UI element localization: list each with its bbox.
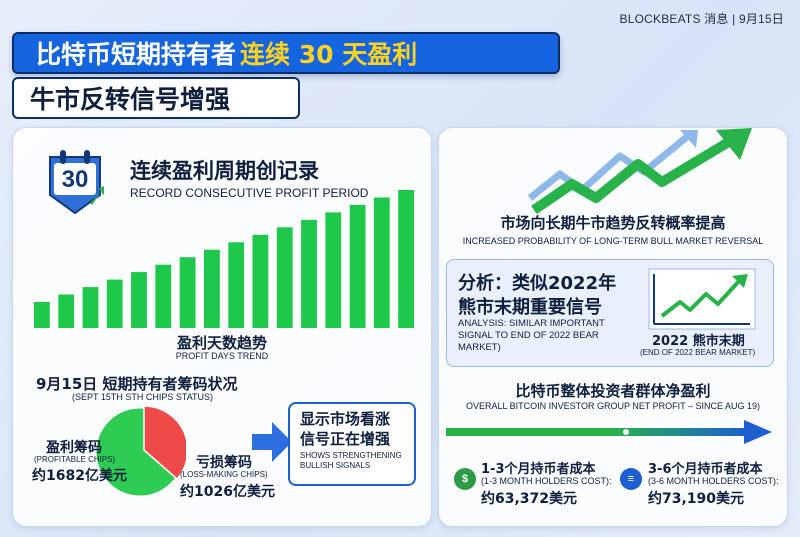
holders-1-3-label: 1-3个月持币者成本	[481, 462, 596, 477]
profit-day-bar	[204, 249, 220, 328]
record-subtitle: RECORD CONSECUTIVE PROFIT PERIOD	[130, 186, 369, 200]
trend-title: 盈利天数趋势	[176, 334, 267, 352]
bear-market-chart-icon	[648, 268, 756, 330]
record-title: 连续盈利周期创记录	[130, 159, 319, 183]
bull-reversal-subtitle: INCREASED PROBABILITY OF LONG-TERM BULL …	[462, 236, 764, 246]
bull-trend-arrow-icon	[527, 128, 752, 215]
profit-chips-value: 约1682亿美元	[32, 468, 127, 484]
loss-chips-label: 亏损筹码	[196, 455, 252, 471]
bear-market-label-en: (END OF 2022 BEAR MARKET)	[640, 348, 756, 357]
profit-day-bar	[252, 234, 269, 328]
trend-subtitle: PROFIT DAYS TREND	[175, 351, 269, 361]
holders-1-3-value: 约63,372美元	[481, 491, 578, 507]
holders-1-3-label-en: (1-3 MONTH HOLDERS COST):	[481, 476, 612, 486]
analysis-title-line2: 熊市末期重要信号	[458, 297, 602, 318]
holders-3-6-label: 3-6个月持币者成本	[648, 462, 763, 477]
calendar-icon	[46, 145, 106, 217]
chips-title: 9月15日 短期持有者筹码状况	[36, 375, 238, 393]
holders-3-6-value: 约73,190美元	[648, 491, 745, 507]
signal-text: 显示市场看涨信号正在增强	[300, 410, 391, 448]
loss-chips-label-en: (LOSS-MAKING CHIPS)	[180, 470, 268, 479]
profit-day-bar	[373, 197, 390, 328]
bear-market-label: 2022 熊市末期	[652, 334, 745, 349]
profit-days-bar-chart	[34, 190, 414, 328]
main-title-text: 比特币短期持有者	[36, 40, 237, 69]
subtitle: 牛市反转信号增强	[12, 77, 300, 119]
profit-day-bar	[155, 264, 172, 328]
pie-loss-slice	[143, 406, 186, 481]
bullish-signal-box: 显示市场看涨信号正在增强 SHOWS STRENGTHENING BULLISH…	[288, 402, 416, 486]
profit-chips-label-en: (PROFITABLE CHIPS)	[34, 455, 116, 464]
bull-reversal-title: 市场向长期牛市趋势反转概率提高	[500, 214, 726, 232]
right-arrow-icon	[252, 422, 292, 462]
profit-day-bar	[58, 294, 75, 328]
analysis-title: 分析：类似2022年 熊市末期重要信号	[458, 272, 616, 320]
profit-day-bar	[82, 287, 99, 328]
overall-profit-title: 比特币整体投资者群体净盈利	[515, 382, 711, 400]
calendar-number: 30	[61, 166, 89, 193]
analysis-text: ANALYSIS: SIMILAR IMPORTANT SIGNAL TO EN…	[458, 318, 605, 353]
money-bag-icon: $	[454, 468, 476, 490]
brand-header: BLOCKBEATS 消息 | 9月15日	[619, 12, 784, 26]
holders-3-6-label-en: (3-6 MONTH HOLDERS COST):	[648, 476, 779, 486]
profit-day-bar	[301, 219, 317, 328]
profit-day-bar	[276, 227, 293, 328]
loss-chips-value: 约1026亿美元	[180, 484, 275, 500]
profit-day-bar	[398, 190, 414, 328]
profit-day-bar	[131, 272, 147, 328]
overall-profit-subtitle: OVERALL BITCOIN INVESTOR GROUP NET PROFI…	[465, 401, 761, 411]
profit-day-bar	[325, 212, 342, 328]
timeline-arrow	[446, 420, 772, 444]
analysis-title-line1: 分析：类似2022年	[458, 273, 617, 294]
profit-day-bar	[106, 279, 123, 328]
profit-day-bar	[228, 242, 245, 328]
profit-day-bar	[34, 302, 50, 328]
signal-text-en: SHOWS STRENGTHENING BULLISH SIGNALS	[300, 451, 402, 470]
chips-subtitle: (SEPT 15TH STH CHIPS STATUS)	[72, 392, 214, 402]
main-title: 比特币短期持有者 连续 30 天盈利	[12, 32, 560, 74]
coin-stack-icon: ≡	[620, 468, 642, 490]
chips-pie-chart	[95, 406, 186, 497]
profit-day-bar	[179, 257, 196, 328]
profit-day-bar	[349, 204, 366, 328]
profit-chips-label: 盈利筹码	[46, 440, 102, 456]
main-title-highlight: 连续 30 天盈利	[240, 40, 418, 69]
